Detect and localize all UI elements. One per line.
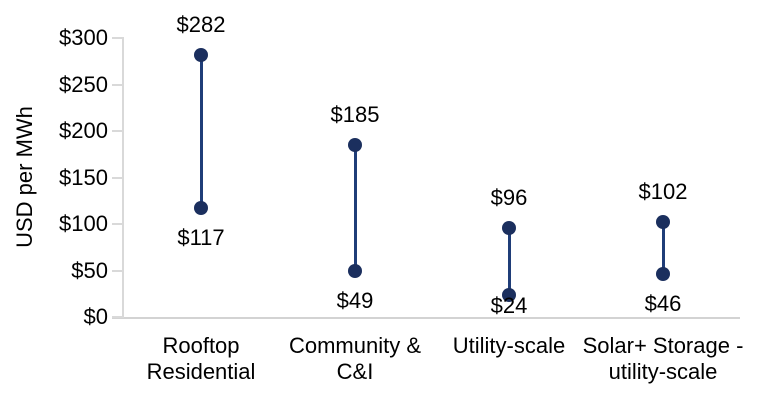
y-tick-mark (112, 316, 124, 318)
category-label: Utility-scale (424, 333, 594, 359)
y-tick-label: $250 (59, 71, 108, 97)
category-label-line: Residential (146, 359, 256, 384)
high-value-label: $282 (176, 11, 226, 37)
low-value-marker (348, 264, 362, 279)
y-tick-mark (112, 130, 124, 132)
low-value-label: $46 (644, 291, 682, 317)
low-value-label: $24 (490, 293, 528, 318)
y-tick-label: $200 (59, 118, 108, 143)
high-value-label: $185 (330, 101, 380, 127)
y-tick-label: $100 (59, 211, 108, 236)
y-tick-mark (112, 83, 124, 86)
category-label-line: C&I (336, 359, 374, 384)
range-connector-line (199, 54, 203, 209)
low-value-marker (656, 267, 670, 282)
y-tick-label: $150 (59, 164, 108, 190)
category-label: Rooftop Residential (116, 333, 286, 385)
category-label-line: Community & (288, 333, 422, 358)
y-tick-mark (112, 269, 124, 272)
y-tick-mark (112, 176, 124, 179)
high-value-marker (502, 220, 516, 235)
y-tick-mark (112, 37, 124, 39)
y-tick-label: $50 (71, 257, 108, 283)
high-value-label: $96 (490, 184, 528, 210)
category-label-line: Solar+ Storage - (582, 333, 744, 358)
y-tick-label: $300 (59, 25, 108, 50)
category-label: Community & C&I (270, 333, 440, 385)
low-value-marker (502, 287, 516, 302)
range-connector-line (353, 144, 357, 272)
high-value-marker (656, 215, 670, 230)
low-value-label: $117 (177, 225, 225, 251)
high-value-marker (348, 137, 362, 152)
y-tick-label: $0 (83, 304, 108, 329)
low-value-marker (194, 201, 208, 216)
range-connector-line (661, 222, 665, 275)
y-axis-line (122, 38, 124, 319)
high-value-marker (194, 47, 208, 62)
range-connector-line (507, 227, 511, 295)
category-label: Solar+ Storage - utility-scale (578, 333, 748, 385)
x-axis-line (112, 317, 740, 319)
category-label-line: Rooftop (162, 333, 240, 358)
y-tick-mark (112, 223, 124, 225)
low-value-label: $49 (336, 288, 374, 314)
high-value-label: $102 (638, 179, 688, 205)
category-label-line: utility-scale (608, 359, 718, 384)
category-label-line: Utility-scale (452, 333, 566, 358)
